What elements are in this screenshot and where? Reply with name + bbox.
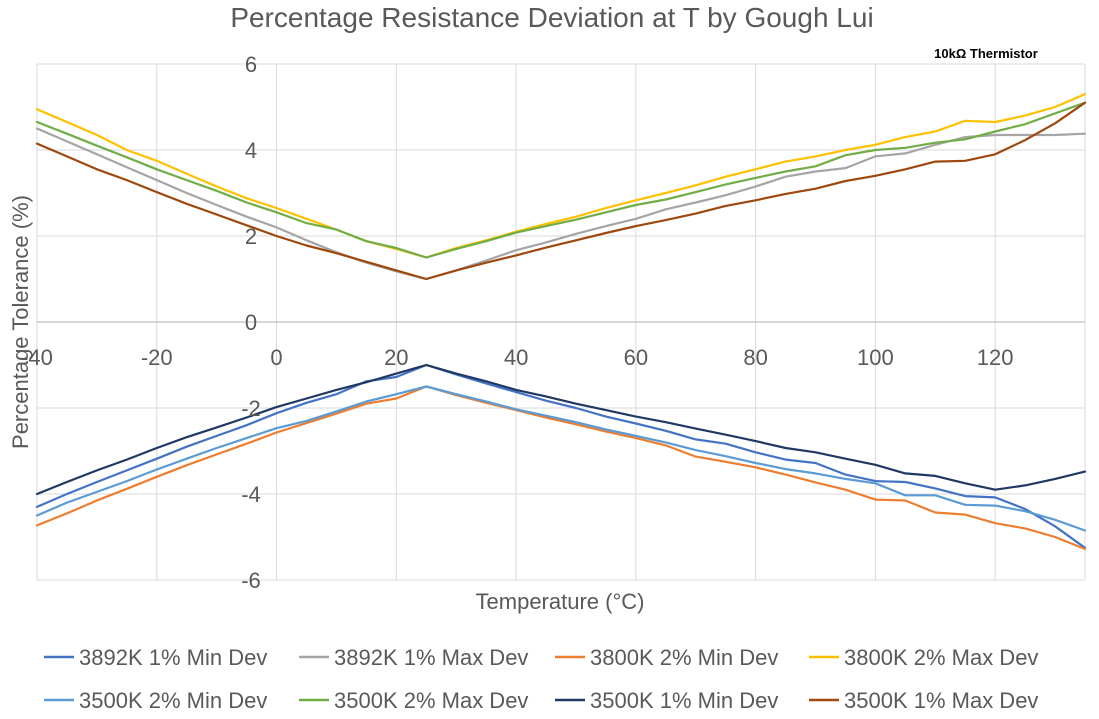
- series-line: [35, 101, 1087, 259]
- x-tick-label: 100: [857, 345, 894, 370]
- legend-label: 3500K 2% Max Dev: [334, 688, 528, 713]
- y-tick-label: -2: [241, 396, 261, 421]
- series-line: [35, 363, 1087, 496]
- x-axis-title: Temperature (°C): [476, 589, 645, 614]
- y-tick-label: -4: [241, 482, 261, 507]
- y-tick-label: -6: [241, 568, 261, 593]
- x-tick-label: -20: [141, 345, 173, 370]
- series-layer: [35, 92, 1087, 551]
- y-tick-label: 4: [245, 138, 257, 163]
- legend-label: 3800K 2% Max Dev: [844, 645, 1038, 670]
- legend-label: 3800K 2% Min Dev: [590, 645, 778, 670]
- legend-label: 3500K 1% Max Dev: [844, 688, 1038, 713]
- legend-label: 3500K 1% Min Dev: [590, 688, 778, 713]
- chart-title: Percentage Resistance Deviation at T by …: [230, 2, 873, 33]
- y-axis-title: Percentage Tolerance (%): [8, 195, 33, 449]
- series-line: [35, 385, 1087, 551]
- y-tick-label: 2: [245, 224, 257, 249]
- x-tick-label: 80: [743, 345, 767, 370]
- legend: 3892K 1% Min Dev 3892K 1% Max Dev 3800K 2%…: [44, 645, 1038, 713]
- x-tick-label: 60: [624, 345, 648, 370]
- series-line: [35, 127, 1087, 281]
- x-tick-label: 40: [504, 345, 528, 370]
- series-line: [35, 385, 1087, 532]
- series-line: [35, 363, 1087, 549]
- thermistor-annotation: 10kΩ Thermistor: [934, 46, 1038, 61]
- x-tick-label: 0: [270, 345, 282, 370]
- legend-label: 3500K 2% Min Dev: [79, 688, 267, 713]
- legend-label: 3892K 1% Max Dev: [334, 645, 528, 670]
- y-tick-label: 0: [245, 310, 257, 335]
- x-tick-label: -40: [21, 345, 53, 370]
- series-line: [35, 101, 1087, 281]
- series-line: [35, 92, 1087, 259]
- x-tick-label: 20: [384, 345, 408, 370]
- legend-label: 3892K 1% Min Dev: [79, 645, 267, 670]
- x-tick-label: 120: [977, 345, 1014, 370]
- y-tick-label: 6: [245, 52, 257, 77]
- grid: [36, 63, 1086, 581]
